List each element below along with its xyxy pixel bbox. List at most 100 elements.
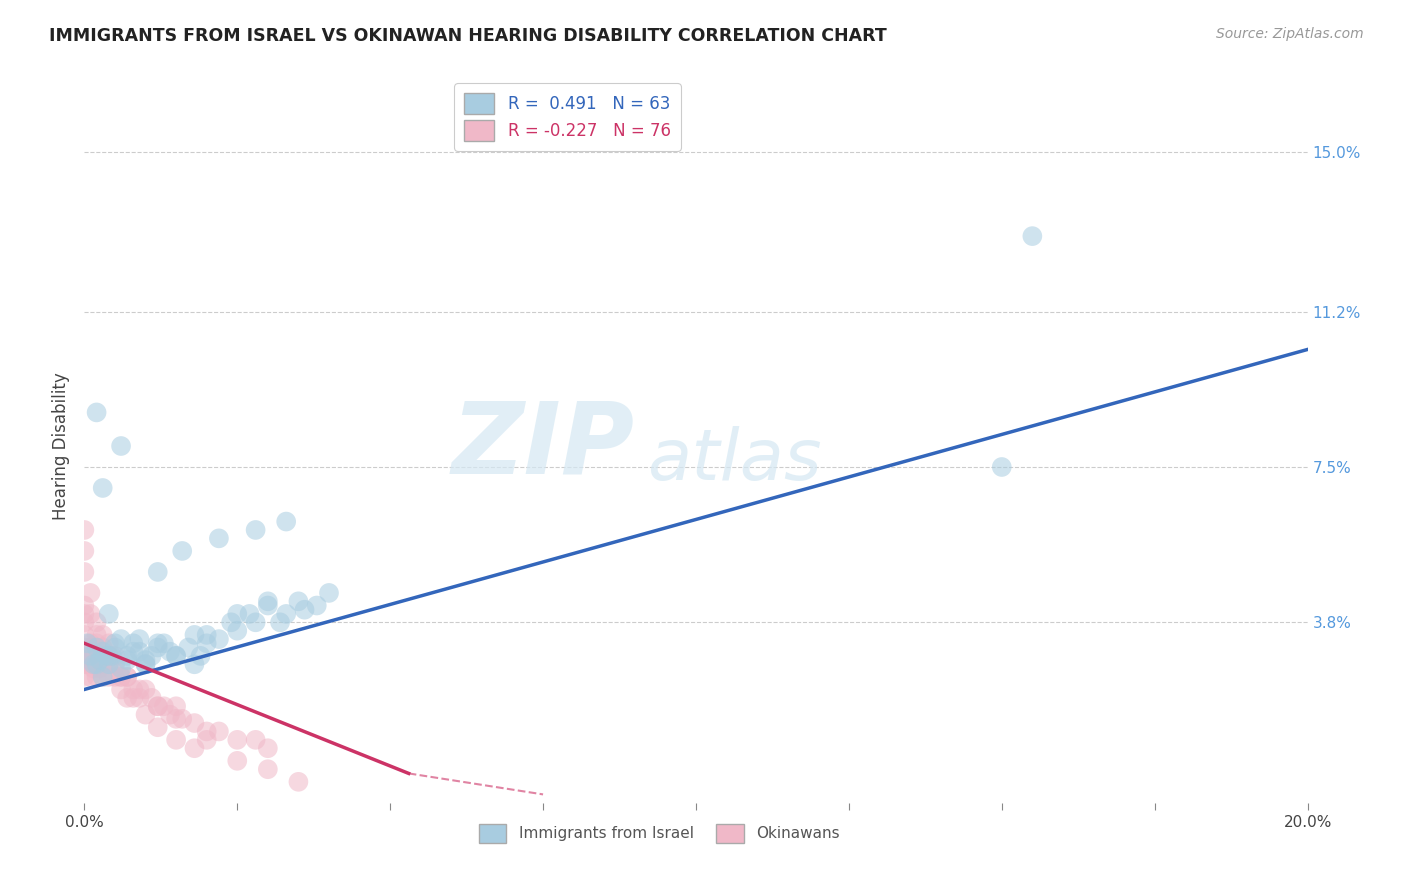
- Point: [73, 599, 96, 613]
- Point: [97, 657, 120, 672]
- Point: [195, 724, 218, 739]
- Point: [97, 648, 120, 663]
- Point: [115, 653, 138, 667]
- Point: [76, 636, 98, 650]
- Point: [128, 632, 150, 646]
- Point: [238, 607, 260, 621]
- Point: [128, 645, 150, 659]
- Point: [86, 640, 108, 655]
- Point: [305, 599, 328, 613]
- Legend: Immigrants from Israel, Okinawans: Immigrants from Israel, Okinawans: [472, 818, 846, 848]
- Point: [86, 657, 108, 672]
- Point: [195, 732, 218, 747]
- Point: [79, 607, 101, 621]
- Point: [115, 670, 138, 684]
- Point: [110, 661, 132, 675]
- Point: [135, 707, 157, 722]
- Text: atlas: atlas: [647, 425, 821, 495]
- Point: [122, 645, 145, 659]
- Point: [83, 648, 105, 663]
- Point: [104, 657, 127, 672]
- Point: [122, 690, 145, 705]
- Point: [97, 670, 120, 684]
- Point: [79, 586, 101, 600]
- Point: [89, 653, 111, 667]
- Point: [172, 544, 194, 558]
- Point: [159, 707, 181, 722]
- Point: [73, 565, 96, 579]
- Point: [219, 615, 242, 630]
- Point: [257, 594, 280, 608]
- Point: [73, 523, 96, 537]
- Point: [226, 754, 249, 768]
- Point: [91, 640, 114, 655]
- Point: [104, 640, 127, 655]
- Point: [122, 636, 145, 650]
- Y-axis label: Hearing Disability: Hearing Disability: [52, 372, 70, 520]
- Point: [245, 615, 267, 630]
- Point: [183, 657, 205, 672]
- Point: [115, 670, 138, 684]
- Point: [269, 615, 291, 630]
- Point: [86, 628, 108, 642]
- Point: [141, 648, 163, 663]
- Point: [115, 690, 138, 705]
- Point: [287, 594, 309, 608]
- Point: [135, 682, 157, 697]
- Point: [991, 460, 1014, 475]
- Point: [91, 657, 114, 672]
- Point: [226, 607, 249, 621]
- Point: [91, 645, 114, 659]
- Point: [86, 670, 108, 684]
- Point: [122, 682, 145, 697]
- Point: [257, 762, 280, 776]
- Point: [165, 648, 187, 663]
- Point: [104, 657, 127, 672]
- Point: [97, 648, 120, 663]
- Point: [226, 624, 249, 638]
- Point: [183, 628, 205, 642]
- Point: [135, 657, 157, 672]
- Point: [115, 648, 138, 663]
- Point: [110, 682, 132, 697]
- Point: [73, 607, 96, 621]
- Point: [79, 636, 101, 650]
- Point: [257, 599, 280, 613]
- Point: [226, 732, 249, 747]
- Text: Source: ZipAtlas.com: Source: ZipAtlas.com: [1216, 27, 1364, 41]
- Point: [91, 628, 114, 642]
- Point: [165, 732, 187, 747]
- Point: [86, 657, 108, 672]
- Point: [257, 741, 280, 756]
- Point: [79, 640, 101, 655]
- Point: [76, 648, 98, 663]
- Point: [73, 628, 96, 642]
- Point: [79, 657, 101, 672]
- Point: [135, 653, 157, 667]
- Point: [110, 670, 132, 684]
- Point: [97, 657, 120, 672]
- Point: [94, 648, 117, 663]
- Point: [146, 565, 169, 579]
- Point: [91, 670, 114, 684]
- Point: [245, 732, 267, 747]
- Point: [73, 657, 96, 672]
- Point: [141, 690, 163, 705]
- Point: [172, 712, 194, 726]
- Point: [146, 640, 169, 655]
- Point: [287, 774, 309, 789]
- Point: [97, 648, 120, 663]
- Point: [104, 670, 127, 684]
- Point: [79, 670, 101, 684]
- Point: [97, 607, 120, 621]
- Point: [177, 640, 200, 655]
- Point: [86, 648, 108, 663]
- Point: [83, 657, 105, 672]
- Point: [165, 712, 187, 726]
- Point: [146, 699, 169, 714]
- Point: [146, 720, 169, 734]
- Point: [208, 632, 231, 646]
- Point: [86, 405, 108, 419]
- Point: [104, 648, 127, 663]
- Point: [195, 628, 218, 642]
